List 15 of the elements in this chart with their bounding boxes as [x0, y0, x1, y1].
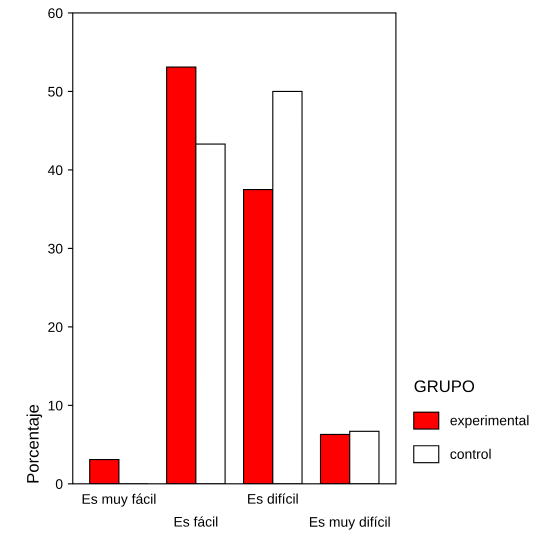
y-axis-title: Porcentaje	[26, 404, 42, 482]
legend-label: experimental	[450, 415, 528, 428]
y-tick-label: 0	[56, 479, 62, 490]
x-tick-label: Es muy fácil	[82, 494, 156, 507]
y-tick-label: 60	[48, 8, 62, 18]
y-tick-label: 30	[48, 244, 62, 254]
x-tick-label: Es difícil	[248, 493, 298, 504]
y-tick-label: 10	[48, 400, 62, 411]
legend-label: control	[450, 448, 491, 459]
y-tick-label: 40	[48, 165, 62, 176]
y-tick-label: 50	[48, 86, 62, 97]
x-tick-label: Es muy difícil	[310, 516, 390, 530]
y-tick-label: 20	[48, 322, 62, 332]
legend-title: GRUPO	[414, 380, 474, 392]
x-tick-label: Es fácil	[174, 516, 218, 527]
